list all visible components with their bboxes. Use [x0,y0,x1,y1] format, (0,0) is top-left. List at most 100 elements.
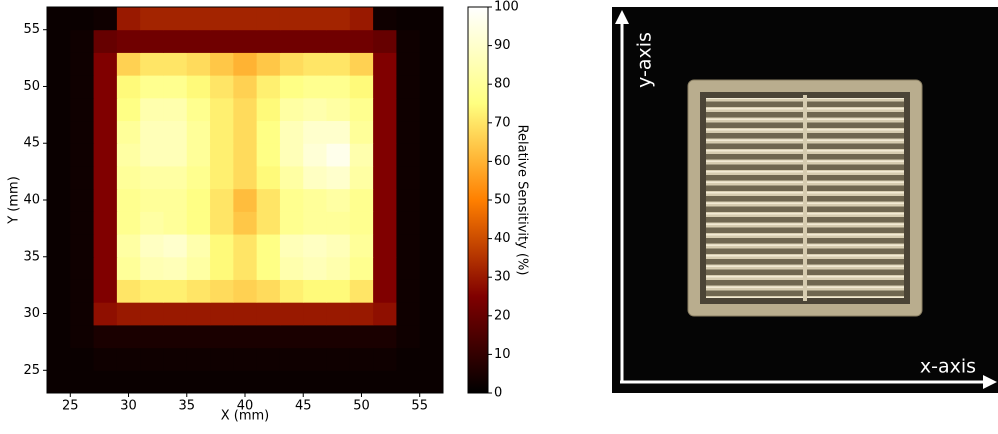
heat-cell [93,324,118,349]
heat-cell [256,120,281,144]
heat-cell [419,256,444,280]
heat-cell [186,120,211,144]
heat-cell [396,120,421,144]
heat-cell [140,7,164,31]
heat-cell [163,143,188,167]
heat-cell [93,120,118,144]
heat-cell [279,29,304,53]
heat-cell [326,29,351,53]
heat-cell [163,234,188,258]
heat-cell [163,120,188,144]
heat-cell [373,7,397,31]
heat-cell [256,211,281,235]
heat-cell [326,7,351,31]
heat-cell [279,75,304,99]
heat-cell [140,143,164,167]
heat-cell [303,347,328,371]
heat-cell [210,211,234,235]
heat-cell [279,370,304,394]
colorbar-tick-label: 70 [494,115,511,130]
heat-cell [349,234,374,258]
heat-cell [47,256,71,280]
heat-cell [349,120,374,144]
heat-cell [373,143,397,167]
heat-cell [70,211,95,235]
heat-cell [303,75,328,99]
heat-cell [70,279,95,303]
heat-cell [140,188,164,212]
heat-cell [419,7,444,31]
heat-cell [349,370,374,394]
heat-cell [326,188,351,212]
heat-cell [303,120,328,144]
heatmap-cells [47,7,444,394]
heat-cell [349,97,374,122]
heat-cell [70,234,95,258]
heat-cell [70,75,95,99]
heat-cell [419,347,444,371]
heat-cell [373,256,397,280]
heat-cell [210,234,234,258]
heat-cell [186,302,211,326]
heat-cell [163,165,188,190]
heat-cell [373,211,397,235]
heat-cell [396,370,421,394]
grill-divider [803,95,807,301]
heat-cell [373,52,397,76]
heat-cell [186,75,211,99]
heat-cell [349,165,374,190]
heat-cell [396,188,421,212]
heat-cell [186,7,211,31]
heat-cell [140,324,164,349]
x-tick-label: 30 [120,399,137,414]
heat-cell [279,302,304,326]
heat-cell [116,347,141,371]
heat-cell [186,324,211,349]
heat-cell [70,7,95,31]
heat-cell [233,188,258,212]
heat-cell [140,347,164,371]
heat-cell [303,324,328,349]
heat-cell [373,29,397,53]
heat-cell [47,29,71,53]
heat-cell [326,75,351,99]
heat-cell [186,143,211,167]
heat-cell [303,7,328,31]
heat-cell [233,234,258,258]
heat-cell [140,234,164,258]
heat-cell [93,7,118,31]
heat-cell [303,302,328,326]
heat-cell [70,347,95,371]
heat-cell [279,120,304,144]
x-tick-label: 35 [178,399,195,414]
heat-cell [70,324,95,349]
y-arrowhead [615,10,629,24]
heat-cell [116,97,141,122]
heat-cell [396,97,421,122]
heat-cell [303,211,328,235]
heat-cell [373,120,397,144]
heat-cell [93,256,118,280]
heat-cell [349,188,374,212]
heat-cell [116,370,141,394]
heat-cell [256,370,281,394]
x-arrowhead [983,375,997,389]
heat-cell [233,370,258,394]
heat-cell [373,165,397,190]
heat-cell [303,234,328,258]
heat-cell [116,302,141,326]
colorbar-tick-label: 50 [494,193,511,208]
heat-cell [140,370,164,394]
heat-cell [279,234,304,258]
heat-cell [116,143,141,167]
heat-cell [233,302,258,326]
heat-cell [303,370,328,394]
heat-cell [210,52,234,76]
heat-cell [186,347,211,371]
heat-cell [163,29,188,53]
y-tick-label: 45 [23,136,40,151]
heat-cell [279,211,304,235]
y-axis-label: Y (mm) [7,176,22,225]
heat-cell [47,347,71,371]
heat-cell [116,120,141,144]
